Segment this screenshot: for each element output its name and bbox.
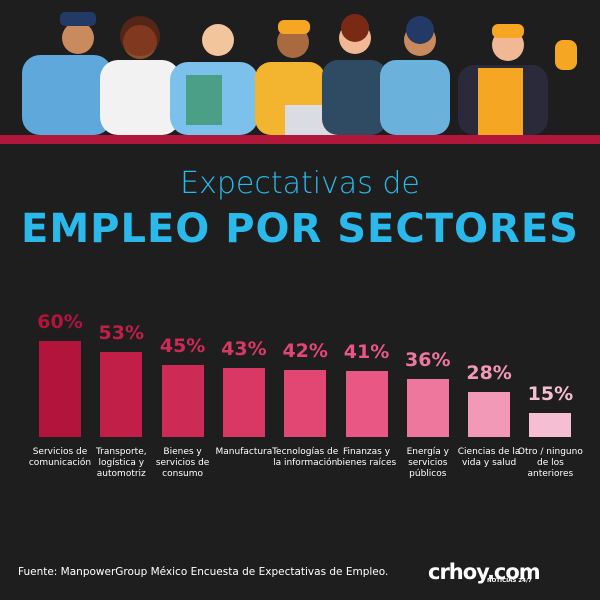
category-label: Finanzas y bienes raíces	[336, 447, 397, 468]
value-label: 43%	[221, 338, 267, 361]
value-label: 53%	[98, 322, 145, 345]
category-label: Manufactura	[215, 447, 273, 457]
bar	[39, 341, 81, 437]
value-label: 28%	[466, 362, 512, 385]
chart-subtitle: EMPLEO POR SECTORES	[21, 206, 579, 252]
bar	[100, 352, 143, 437]
category-label: Bienes y servicios de consumo	[155, 447, 210, 479]
bar	[161, 365, 204, 437]
bar	[406, 379, 449, 437]
category-label: Energía y servicios públicos	[406, 447, 449, 479]
value-label: 36%	[405, 349, 451, 372]
value-label: 45%	[159, 335, 206, 357]
chart-title: Expectativas de	[180, 166, 420, 201]
logo: crhoy.com	[428, 560, 541, 584]
workers-illustration	[0, 12, 600, 144]
value-label: 15%	[527, 383, 574, 405]
value-label: 60%	[37, 311, 83, 333]
category-label: Servicios de comunicación	[28, 447, 92, 468]
category-label: Otro / ninguno de los anteriores	[517, 447, 583, 479]
source-note: Fuente: ManpowerGroup México Encuesta de…	[18, 566, 389, 578]
category-label: Tecnologías de la información	[272, 447, 339, 468]
value-label: 41%	[343, 341, 390, 364]
category-label: Ciencias de la vida y salud	[457, 447, 521, 468]
bar	[222, 368, 265, 437]
value-label: 42%	[282, 339, 328, 362]
bar	[468, 392, 511, 437]
category-label: Transporte, logística y automotriz	[95, 447, 147, 479]
bar	[284, 369, 327, 437]
logo-tagline: NOTICIAS 24/7	[487, 578, 532, 584]
bar	[529, 413, 572, 437]
bar	[345, 371, 388, 437]
